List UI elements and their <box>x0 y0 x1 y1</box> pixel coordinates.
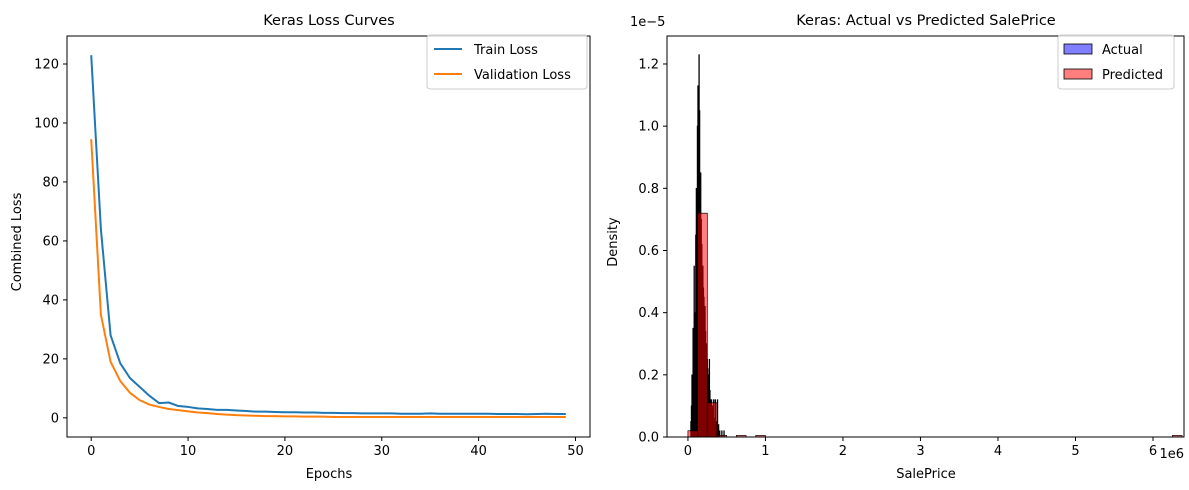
x-tick-label: 10 <box>180 444 197 459</box>
x-tick-label: 4 <box>994 444 1002 459</box>
legend-actual-label: Actual <box>1102 43 1143 58</box>
x-tick-label: 0 <box>684 444 692 459</box>
x-tick-label: 3 <box>916 444 924 459</box>
y-tick-label: 0 <box>51 411 59 426</box>
saleprice-plot-area: 0 1 2 3 4 5 6 0.0 0.2 0.4 0.6 0.8 1.0 1.2 <box>638 35 1185 459</box>
y-tick-label: 60 <box>42 234 59 249</box>
x-tick-label: 20 <box>277 444 294 459</box>
y-tick-label: 0.2 <box>638 368 659 383</box>
x-tick-label: 2 <box>839 444 847 459</box>
y-tick-label: 1.2 <box>638 57 659 72</box>
saleprice-axes-frame <box>666 35 1185 438</box>
series-line-validation-loss <box>90 139 566 418</box>
y-tick-label: 120 <box>34 58 59 73</box>
loss-chart-title: Keras Loss Curves <box>263 13 394 29</box>
histogram-bar-predicted <box>697 212 708 438</box>
loss-axes-frame <box>66 35 591 438</box>
x-tick-label: 6 <box>1149 444 1157 459</box>
loss-plot-area: 0 10 20 30 40 50 0 20 40 60 80 100 120 <box>34 35 591 459</box>
x-tick-label: 40 <box>470 444 487 459</box>
loss-chart-xlabel: Epochs <box>306 467 353 482</box>
series-line-train-loss <box>90 55 566 416</box>
x-tick-label: 50 <box>567 444 584 459</box>
x-tick-label: 1 <box>761 444 769 459</box>
loss-chart-ylabel: Combined Loss <box>10 192 25 291</box>
y-tick-label: 20 <box>42 352 59 367</box>
legend-predicted-swatch <box>1063 68 1093 80</box>
legend-train-loss-label: Train Loss <box>473 43 538 58</box>
loss-legend: Train Loss Validation Loss <box>426 34 588 90</box>
y-tick-label: 0.6 <box>638 244 659 259</box>
legend-validation-loss-label: Validation Loss <box>474 68 571 83</box>
legend-predicted-label: Predicted <box>1102 68 1163 83</box>
saleprice-chart-title: Keras: Actual vs Predicted SalePrice <box>796 13 1056 29</box>
histogram-bar-predicted <box>706 402 718 438</box>
saleprice-chart-ylabel: Density <box>606 217 621 267</box>
x-tick-label: 0 <box>87 444 95 459</box>
x-offset-text: 1e6 <box>1159 447 1184 462</box>
x-tick-label: 30 <box>373 444 390 459</box>
loss-legend-frame <box>426 34 588 90</box>
y-tick-label: 0.8 <box>638 182 659 197</box>
y-tick-label: 40 <box>42 293 59 308</box>
histogram-bar-predicted <box>687 430 698 438</box>
y-tick-label: 80 <box>42 175 59 190</box>
saleprice-chart-xlabel: SalePrice <box>896 467 956 482</box>
loss-chart: Keras Loss Curves Epochs Combined Loss 0… <box>10 13 591 482</box>
saleprice-legend: Actual Predicted <box>1057 34 1175 90</box>
y-tick-label: 100 <box>34 116 59 131</box>
x-tick-label: 5 <box>1071 444 1079 459</box>
y-tick-label: 0.0 <box>638 431 659 446</box>
y-tick-label: 0.4 <box>638 306 659 321</box>
y-tick-label: 1.0 <box>638 120 659 135</box>
legend-actual-swatch <box>1063 43 1093 55</box>
y-offset-text: 1e−5 <box>630 15 665 30</box>
saleprice-chart: Keras: Actual vs Predicted SalePrice Sal… <box>606 13 1185 482</box>
